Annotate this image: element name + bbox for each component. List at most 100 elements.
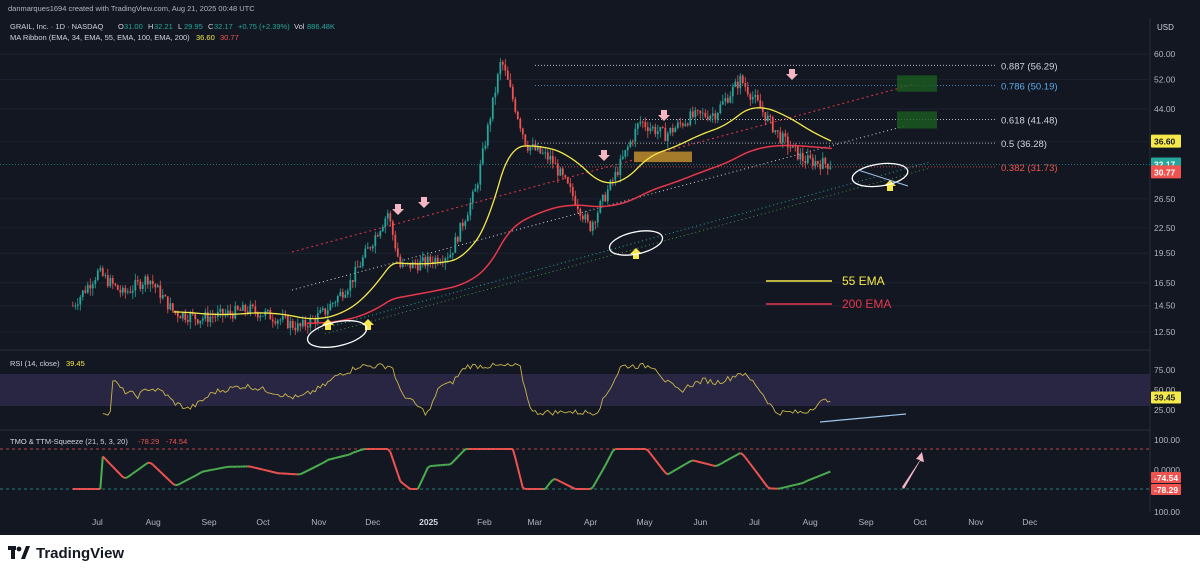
candle-body (116, 285, 119, 290)
candle-body (329, 304, 332, 311)
candle-body (529, 146, 532, 151)
lower-channel-line-2 (324, 167, 931, 335)
candle-body (181, 312, 184, 319)
candle-body (649, 128, 652, 131)
tmo-segment (654, 459, 659, 464)
candle-body (246, 311, 249, 314)
candle-body (771, 117, 774, 133)
tmo-segment (424, 467, 429, 474)
tmo-segment (782, 486, 786, 489)
chart-canvas[interactable]: danmarques1694 created with TradingView.… (0, 0, 1200, 535)
time-axis-label: Nov (311, 517, 327, 527)
tmo-segment (612, 448, 616, 452)
tmo-segment (421, 472, 427, 479)
candle-body (646, 127, 649, 131)
candle-body (334, 302, 337, 304)
candle-body (711, 113, 714, 116)
tmo-segment (352, 450, 356, 454)
ema-lines (173, 107, 832, 325)
candle-body (491, 97, 494, 120)
candle-body (544, 152, 547, 154)
candle-body (471, 191, 474, 203)
candle-body (346, 290, 349, 295)
highlight-circle (306, 320, 368, 348)
tmo-segment (724, 459, 729, 463)
tmo-segment (717, 463, 721, 467)
candle-body (319, 310, 322, 314)
candle-body (504, 64, 507, 71)
target-zone-upper (897, 75, 937, 92)
fib-levels: 0.887 (56.29) 0.786 (50.19) 0.618 (41.48) 0… (0, 61, 1150, 174)
candle-body (621, 156, 624, 159)
candle-body (634, 128, 637, 142)
candle-body (201, 318, 204, 321)
tmo-segment (689, 459, 694, 463)
tmo-segment (304, 469, 309, 473)
candle-body (629, 141, 632, 147)
tmo-segment (516, 467, 522, 479)
price-chart-svg[interactable]: danmarques1694 created with TradingView.… (0, 0, 1200, 535)
candle-body (494, 92, 497, 98)
candle-body (256, 312, 259, 318)
tmo-segment (267, 469, 271, 473)
candle-body (579, 208, 582, 216)
candle-body (466, 215, 469, 222)
candle-body (521, 128, 524, 135)
tmo-segment (599, 469, 604, 475)
candle-body (411, 262, 414, 269)
tmo-segment (804, 479, 809, 483)
trendlines (291, 83, 931, 335)
candle-body (664, 127, 667, 142)
tmo-segment (767, 486, 771, 490)
candle-body (654, 126, 657, 134)
candle-body (91, 284, 94, 289)
candle-body (569, 183, 572, 187)
tmo-segment (107, 460, 112, 465)
rsi-divergence-line (819, 413, 907, 423)
candle-body (96, 270, 99, 280)
tmo-segment (591, 482, 597, 488)
tmo-segment (309, 467, 314, 471)
candle-body (291, 320, 294, 328)
candle-body (481, 148, 484, 164)
candle-body (376, 235, 379, 237)
candle-body (729, 96, 732, 103)
fib-level-label: 0.887 (56.29) (1001, 61, 1058, 72)
tmo-segment (332, 457, 336, 460)
rsi-band (0, 374, 1150, 406)
tmo-segment (722, 460, 726, 464)
time-axis[interactable]: Jul Aug Sep Oct Nov Dec 2025 Feb Mar Apr May Jun Jul… (92, 517, 1038, 527)
tmo-segment (299, 472, 304, 476)
tmo-segment (312, 465, 316, 469)
tmo-segment (349, 451, 354, 456)
candle-body (241, 304, 244, 311)
time-axis-label: 2025 (419, 517, 438, 527)
candle-body (169, 303, 172, 310)
tmo-segment (715, 464, 719, 468)
candle-body (271, 319, 274, 322)
candle-body (424, 257, 427, 267)
candle-body (121, 287, 124, 293)
ma-ribbon-value-1: 36.60 (196, 33, 215, 42)
tmo-segment (739, 452, 744, 456)
candle-body (606, 189, 609, 202)
candle-body (379, 231, 382, 237)
tmo-segment (814, 475, 819, 479)
tradingview-logo[interactable]: TradingView (8, 540, 124, 566)
currency-label: USD (1157, 23, 1174, 32)
candle-body (239, 309, 242, 311)
candle-body (149, 280, 152, 285)
candle-body (801, 153, 804, 162)
candle-body (444, 258, 447, 263)
tmo-segment (164, 475, 169, 480)
candle-body (781, 133, 784, 143)
tmo-segment (132, 470, 136, 475)
candle-body (761, 107, 764, 113)
ma-ribbon-value-2: 30.77 (220, 33, 239, 42)
candle-body (111, 278, 114, 284)
candle-body (401, 263, 404, 267)
candle-body (574, 195, 577, 205)
